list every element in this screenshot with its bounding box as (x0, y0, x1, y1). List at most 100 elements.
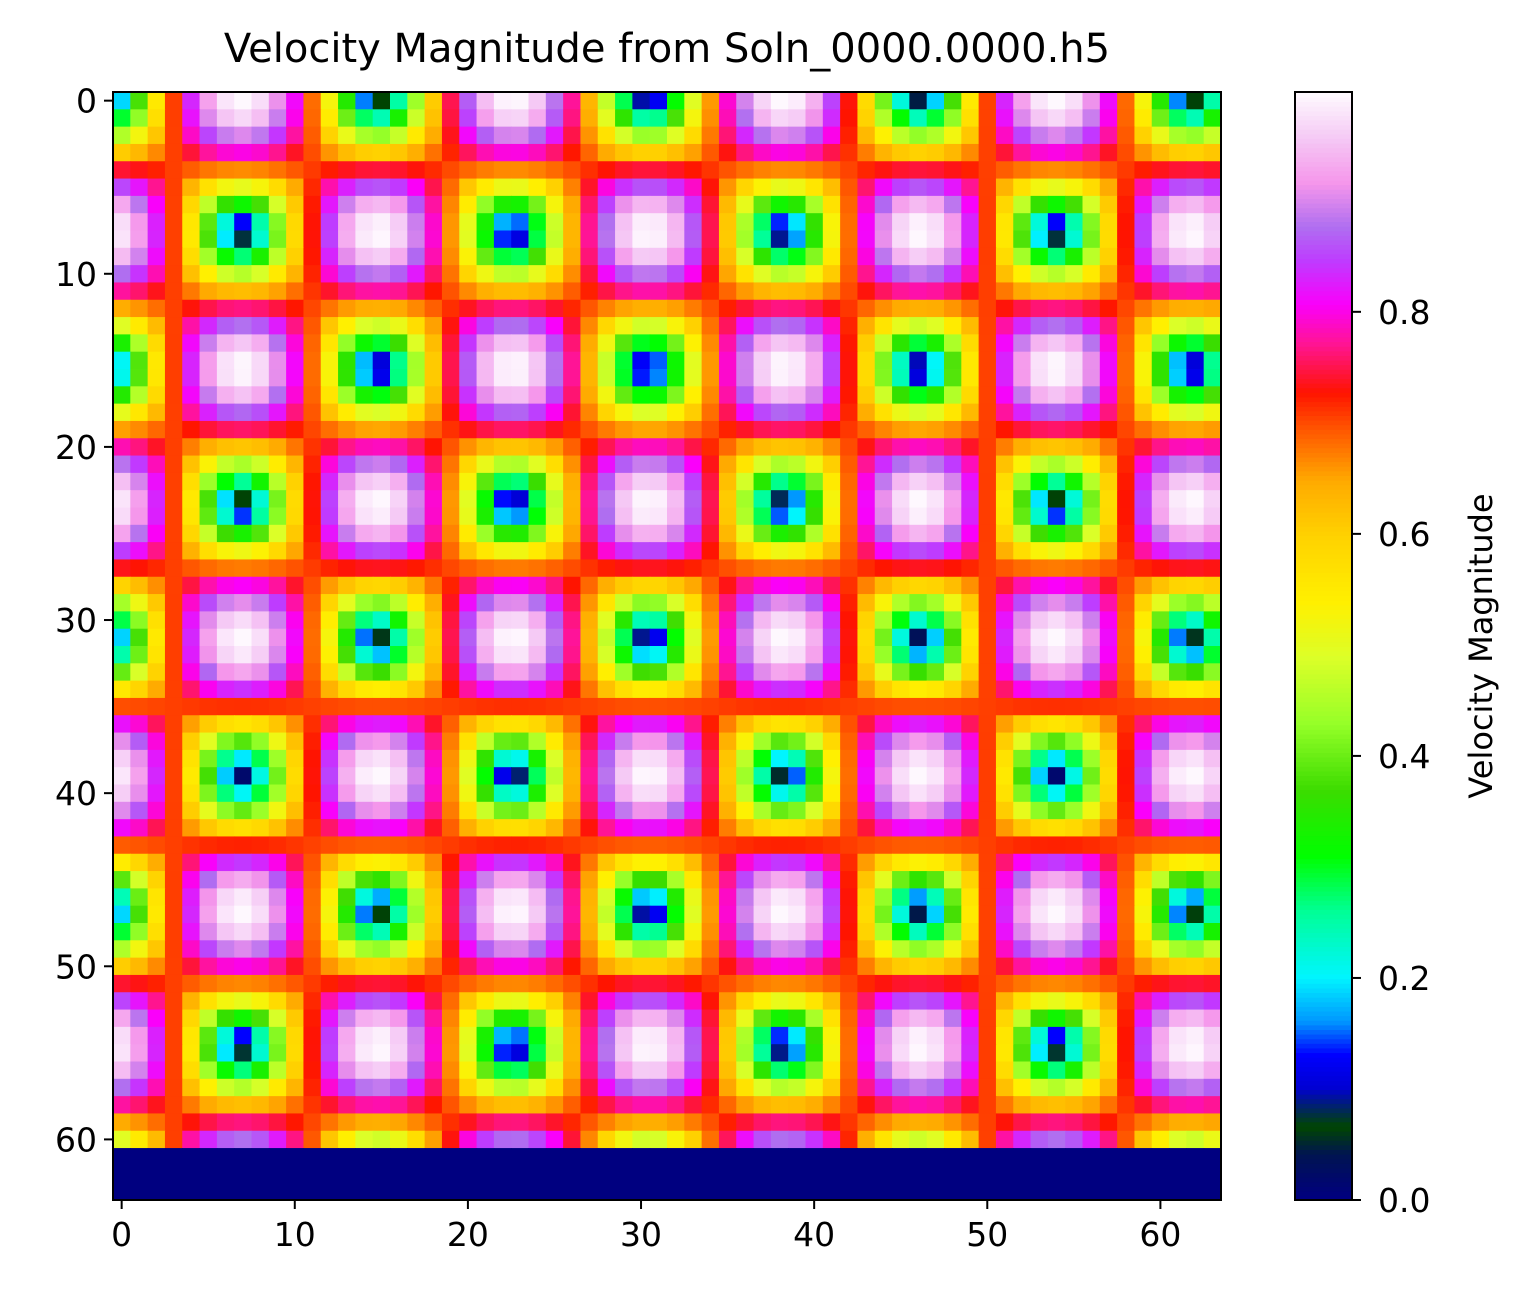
heatmap-cell (857, 334, 876, 353)
heatmap-cell (684, 1061, 703, 1080)
heatmap-cell (701, 1096, 720, 1115)
colorbar-tick-label: 0.8 (1378, 293, 1430, 332)
heatmap-cell (251, 109, 270, 128)
heatmap-cell (857, 628, 876, 647)
heatmap-cell (718, 230, 737, 249)
heatmap-cell (355, 386, 374, 405)
heatmap-cell (909, 732, 928, 751)
heatmap-cell (961, 732, 980, 751)
heatmap-cell (147, 1096, 166, 1115)
heatmap-cell (355, 369, 374, 387)
heatmap-cell (1013, 697, 1032, 716)
heatmap-cell (857, 230, 876, 249)
heatmap-cell (130, 992, 149, 1011)
heatmap-cell (701, 109, 720, 128)
heatmap-cell (1203, 697, 1222, 716)
heatmap-cell (788, 161, 807, 180)
heatmap-cell (234, 299, 253, 318)
heatmap-cell (320, 1148, 339, 1166)
heatmap-cell (1117, 178, 1136, 197)
heatmap-cell (1099, 299, 1118, 318)
heatmap-cell (147, 213, 166, 232)
heatmap-cell (701, 559, 720, 578)
heatmap-cell (701, 351, 720, 370)
heatmap-cell (788, 420, 807, 439)
heatmap-cell (995, 819, 1014, 838)
heatmap-cell (338, 853, 356, 872)
heatmap-cell (441, 784, 460, 803)
heatmap-cell (1134, 923, 1153, 941)
heatmap-cell (511, 524, 530, 543)
heatmap-cell (251, 1148, 270, 1166)
heatmap-cell (372, 801, 391, 820)
heatmap-cell (1117, 109, 1136, 128)
heatmap-cell (390, 265, 408, 284)
heatmap-cell (805, 369, 824, 387)
heatmap-cell (961, 109, 980, 128)
heatmap-cell (390, 351, 408, 370)
heatmap-cell (199, 92, 218, 110)
heatmap-cell (978, 853, 997, 872)
heatmap-cell (874, 836, 893, 855)
heatmap-cell (441, 230, 460, 249)
heatmap-cell (355, 1165, 374, 1184)
heatmap-cell (978, 611, 997, 630)
heatmap-cell (338, 974, 356, 993)
heatmap-cell (493, 559, 512, 578)
heatmap-cell (390, 697, 408, 716)
heatmap-cell (944, 317, 962, 335)
heatmap-cell (130, 369, 149, 387)
heatmap-cell (788, 646, 807, 664)
heatmap-cell (286, 490, 305, 509)
heatmap-cell (580, 1165, 599, 1184)
heatmap-cell (857, 992, 876, 1011)
heatmap-cell (182, 992, 201, 1011)
heatmap-cell (182, 957, 201, 976)
heatmap-cell (874, 715, 893, 734)
heatmap-cell (1203, 109, 1222, 128)
heatmap-cell (1047, 351, 1066, 370)
heatmap-cell (961, 905, 980, 924)
heatmap-cell (805, 507, 824, 526)
heatmap-cell (736, 213, 755, 232)
heatmap-cell (892, 871, 910, 889)
heatmap-cell (1099, 1078, 1118, 1097)
heatmap-cell (909, 715, 928, 734)
heatmap-cell (649, 369, 668, 387)
heatmap-cell (1065, 109, 1084, 128)
heatmap-cell (528, 143, 547, 162)
heatmap-cell (182, 369, 201, 387)
heatmap-cell (840, 940, 859, 959)
heatmap-cell (545, 836, 564, 855)
heatmap-cell (909, 109, 928, 128)
heatmap-cell (857, 92, 876, 110)
heatmap-cell (649, 403, 668, 422)
heatmap-cell (1186, 767, 1205, 786)
heatmap-cell (130, 1026, 149, 1045)
heatmap-cell (563, 611, 582, 630)
heatmap-cell (1065, 403, 1084, 422)
heatmap-cell (459, 126, 478, 145)
heatmap-cell (407, 819, 426, 838)
heatmap-cell (770, 1009, 789, 1028)
heatmap-cell (1013, 646, 1032, 664)
heatmap-cell (580, 1078, 599, 1097)
heatmap-cell (303, 905, 322, 924)
heatmap-cell (545, 524, 564, 543)
heatmap-cell (355, 1061, 374, 1080)
heatmap-cell (580, 299, 599, 318)
heatmap-cell (961, 559, 980, 578)
colorbar-band (1295, 1052, 1352, 1058)
heatmap-cell (667, 697, 685, 716)
heatmap-cell (113, 247, 131, 266)
heatmap-cell (563, 646, 582, 664)
heatmap-cell (459, 923, 478, 941)
heatmap-cell (961, 767, 980, 786)
colorbar-band (1295, 1163, 1352, 1169)
heatmap-cell (251, 1009, 270, 1028)
heatmap-cell (528, 1182, 547, 1201)
heatmap-cell (909, 1078, 928, 1097)
heatmap-cell (909, 663, 928, 682)
heatmap-cell (632, 265, 651, 284)
heatmap-cell (805, 680, 824, 699)
